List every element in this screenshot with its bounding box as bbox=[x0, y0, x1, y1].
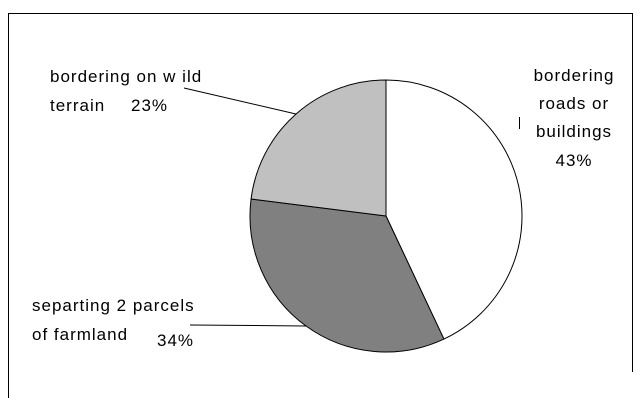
pie-slice-farmland bbox=[249, 198, 445, 353]
data-label-farmland-line-2: of farmland bbox=[32, 325, 128, 344]
pie bbox=[249, 79, 523, 353]
data-label-farmland-line-1: separting 2 parcels bbox=[32, 296, 195, 315]
data-label-roads-buildings-line-3: buildings bbox=[536, 122, 612, 141]
data-label-farmland-percent: 34% bbox=[157, 331, 194, 350]
leader-line-wild-terrain bbox=[183, 87, 297, 115]
chart-area-border bbox=[8, 13, 633, 398]
leader-line-farmland bbox=[189, 324, 307, 327]
pie-slice-roads-buildings bbox=[385, 79, 523, 340]
data-label-roads-buildings-percent: 43% bbox=[555, 151, 592, 170]
data-label-wild-terrain-line-2: terrain bbox=[50, 96, 105, 115]
data-label-roads-buildings-line-2: roads or bbox=[539, 94, 609, 113]
data-label-roads-buildings-line-1: bordering bbox=[534, 66, 615, 85]
data-label-wild-terrain-percent: 23% bbox=[131, 96, 168, 115]
data-label-wild-terrain-line-1: bordering on w ild bbox=[50, 67, 202, 86]
pie-slice-wild-terrain bbox=[250, 79, 387, 217]
